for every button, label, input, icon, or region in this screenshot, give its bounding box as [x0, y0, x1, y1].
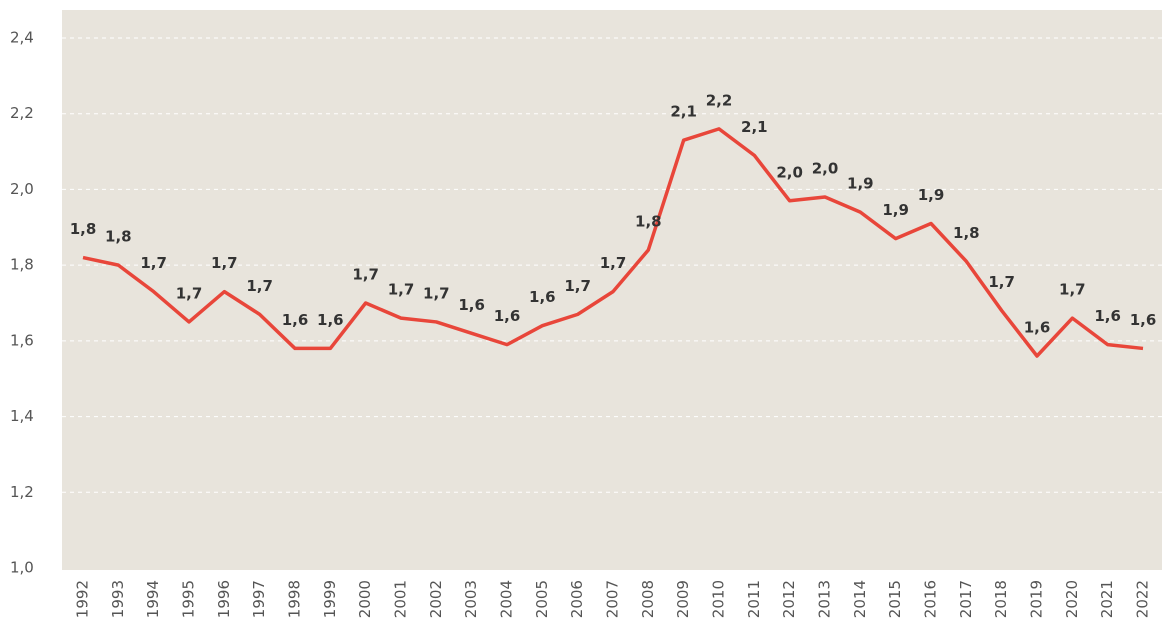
data-label: 2,1 — [670, 103, 697, 121]
x-tick-label: 2018 — [992, 580, 1010, 618]
x-tick-label: 2002 — [427, 580, 445, 618]
data-label: 1,6 — [1130, 311, 1157, 329]
y-tick-label: 1,4 — [10, 407, 34, 425]
data-label: 2,0 — [812, 160, 839, 178]
x-tick-label: 1992 — [74, 580, 92, 618]
x-tick-label: 1996 — [215, 580, 233, 618]
x-tick-label: 2019 — [1028, 580, 1046, 618]
x-tick-label: 2017 — [957, 580, 975, 618]
x-tick-label: 2003 — [462, 580, 480, 618]
data-label: 1,6 — [458, 296, 485, 314]
data-label: 1,8 — [105, 228, 132, 246]
data-label: 1,7 — [1059, 281, 1086, 299]
x-tick-label: 2008 — [639, 580, 657, 618]
data-label: 2,1 — [741, 118, 768, 136]
data-label: 1,6 — [282, 311, 309, 329]
x-tick-label: 1998 — [286, 580, 304, 618]
data-label: 1,8 — [70, 220, 97, 238]
data-label: 1,6 — [1024, 319, 1051, 337]
data-label: 1,7 — [388, 281, 415, 299]
data-label: 1,7 — [423, 284, 450, 302]
data-label: 1,8 — [953, 224, 980, 242]
data-label: 1,6 — [317, 311, 344, 329]
y-tick-label: 1,2 — [10, 483, 34, 501]
data-label: 1,7 — [140, 254, 167, 272]
data-label: 1,9 — [847, 175, 874, 193]
line — [82, 127, 1144, 358]
y-tick-label: 1,8 — [10, 256, 34, 274]
data-label: 1,7 — [176, 284, 203, 302]
data-label: 2,2 — [706, 91, 733, 109]
x-tick-label: 2016 — [922, 580, 940, 618]
x-tick-label: 2009 — [674, 580, 692, 618]
x-tick-label: 1993 — [109, 580, 127, 618]
x-tick-label: 2005 — [533, 580, 551, 618]
x-tick-label: 2006 — [568, 580, 586, 618]
x-tick-label: 1999 — [321, 580, 339, 618]
data-label: 1,7 — [246, 277, 273, 295]
x-tick-label: 2011 — [745, 580, 763, 618]
data-label: 1,7 — [352, 266, 379, 284]
x-tick-label: 1994 — [144, 580, 162, 618]
x-tick-label: 2022 — [1134, 580, 1152, 618]
x-tick-label: 2004 — [498, 580, 516, 618]
data-label: 1,7 — [988, 273, 1015, 291]
data-label: 1,9 — [918, 186, 945, 204]
data-label: 1,7 — [211, 254, 238, 272]
x-tick-label: 2010 — [710, 580, 728, 618]
y-tick-label: 1,0 — [10, 559, 34, 577]
data-label: 1,6 — [1094, 307, 1121, 325]
data-label: 1,6 — [494, 307, 521, 325]
data-label: 1,7 — [600, 254, 627, 272]
x-tick-label: 2000 — [356, 580, 374, 618]
x-tick-label: 2001 — [392, 580, 410, 618]
data-label: 1,9 — [882, 201, 909, 219]
x-tick-label: 1997 — [250, 580, 268, 618]
y-tick-label: 1,6 — [10, 331, 34, 349]
plot-background — [62, 10, 1162, 570]
x-tick-label: 2012 — [780, 580, 798, 618]
y-tick-label: 2,2 — [10, 104, 34, 122]
x-tick-label: 2013 — [816, 580, 834, 618]
data-label: 1,8 — [635, 213, 662, 231]
data-label: 2,0 — [776, 163, 803, 181]
x-tick-label: 2021 — [1098, 580, 1116, 618]
x-tick-label: 2007 — [604, 580, 622, 618]
x-tick-label: 2014 — [851, 580, 869, 618]
x-tick-label: 1995 — [180, 580, 198, 618]
y-tick-label: 2,0 — [10, 180, 34, 198]
x-tick-label: 2015 — [886, 580, 904, 618]
x-tick-label: 2020 — [1063, 580, 1081, 618]
data-label: 1,7 — [564, 277, 591, 295]
data-label: 1,6 — [529, 288, 556, 306]
y-tick-label: 2,4 — [10, 29, 34, 47]
